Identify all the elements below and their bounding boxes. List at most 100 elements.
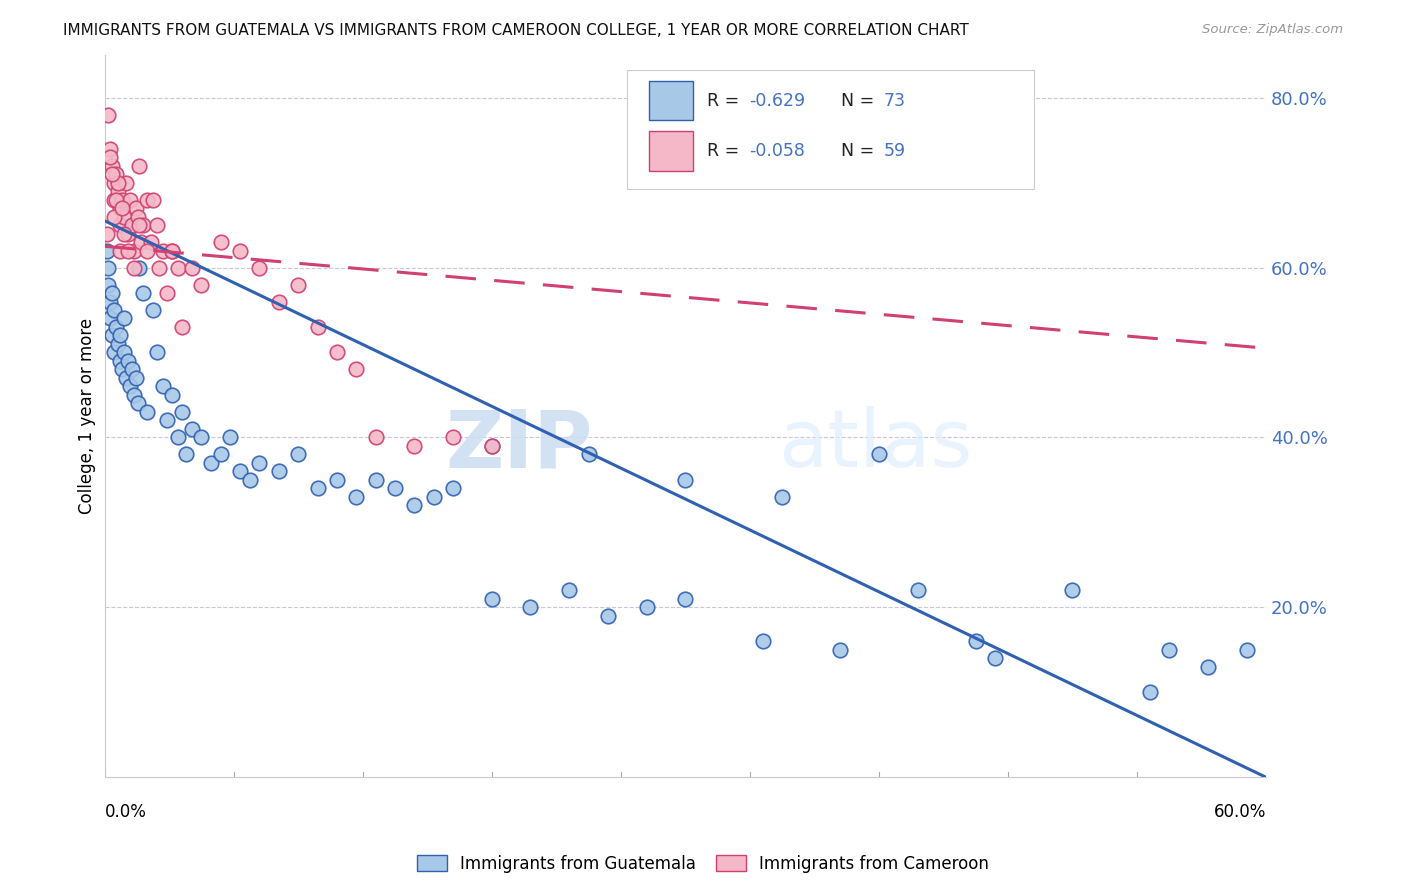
Point (107, 184, 129, 198)
Point (105, 320, 128, 334)
Point (101, 159, 124, 173)
Point (111, 362, 134, 376)
Text: R =: R = (707, 92, 745, 110)
Bar (650, 131, 693, 171)
Point (117, 227, 139, 241)
Point (344, 490, 367, 504)
Point (128, 218, 150, 232)
Point (249, 456, 271, 470)
Point (96, 227, 118, 241)
Point (100, 294, 122, 309)
Point (155, 285, 177, 300)
Point (152, 244, 174, 258)
Point (108, 244, 131, 258)
Point (139, 235, 162, 249)
Point (907, 583, 929, 598)
Point (519, 600, 541, 615)
Point (180, 422, 202, 436)
Point (267, 464, 290, 478)
Point (146, 345, 169, 359)
Bar (650, 81, 693, 120)
Point (115, 371, 138, 385)
Point (229, 464, 252, 478)
Point (103, 176, 125, 190)
Point (170, 320, 193, 334)
Point (146, 218, 169, 232)
Point (118, 379, 141, 393)
Point (1159, 642, 1181, 657)
Point (152, 379, 174, 393)
Point (101, 167, 124, 181)
Point (100, 142, 122, 156)
Point (578, 447, 600, 461)
Point (103, 303, 125, 318)
Point (118, 193, 141, 207)
Point (770, 490, 793, 504)
Point (344, 362, 367, 376)
Point (249, 260, 271, 275)
Point (112, 210, 135, 224)
Point (121, 362, 143, 376)
Text: 60.0%: 60.0% (1213, 803, 1265, 821)
Point (170, 405, 193, 419)
Point (558, 583, 581, 598)
Point (636, 600, 658, 615)
Point (127, 396, 149, 410)
Point (122, 260, 145, 275)
Text: -0.629: -0.629 (749, 92, 806, 110)
Text: atlas: atlas (778, 406, 973, 484)
Text: 73: 73 (884, 92, 905, 110)
Point (267, 294, 290, 309)
Point (364, 473, 387, 487)
Point (136, 244, 159, 258)
Text: N =: N = (841, 142, 880, 161)
Point (404, 499, 426, 513)
Point (481, 591, 503, 606)
Text: -0.058: -0.058 (749, 142, 806, 161)
Point (481, 439, 503, 453)
Point (117, 354, 139, 368)
Point (112, 311, 135, 326)
Point (673, 591, 696, 606)
Point (326, 345, 349, 359)
Point (364, 430, 387, 444)
Point (1139, 685, 1161, 699)
Point (124, 201, 146, 215)
Point (108, 328, 131, 343)
Point (97, 260, 120, 275)
Point (162, 244, 184, 258)
Point (1062, 583, 1084, 598)
Point (155, 413, 177, 427)
Point (148, 260, 170, 275)
Point (830, 642, 852, 657)
Legend: Immigrants from Guatemala, Immigrants from Cameroon: Immigrants from Guatemala, Immigrants fr… (411, 848, 995, 880)
Point (200, 456, 222, 470)
Point (107, 176, 129, 190)
Point (107, 337, 129, 351)
Point (108, 201, 131, 215)
Point (105, 167, 128, 181)
Point (108, 354, 131, 368)
Point (209, 447, 232, 461)
Point (384, 482, 406, 496)
Point (162, 388, 184, 402)
Point (167, 430, 190, 444)
Point (128, 260, 150, 275)
Point (111, 193, 134, 207)
Text: 59: 59 (884, 142, 905, 161)
Point (1197, 660, 1219, 674)
Point (101, 328, 124, 343)
Point (105, 193, 128, 207)
Point (136, 193, 159, 207)
Point (751, 634, 773, 648)
Point (124, 371, 146, 385)
Point (136, 405, 159, 419)
Point (121, 218, 143, 232)
Point (219, 430, 242, 444)
Point (122, 244, 145, 258)
Point (190, 277, 212, 292)
Point (112, 227, 135, 241)
Point (103, 345, 125, 359)
Point (162, 244, 184, 258)
Point (103, 210, 125, 224)
